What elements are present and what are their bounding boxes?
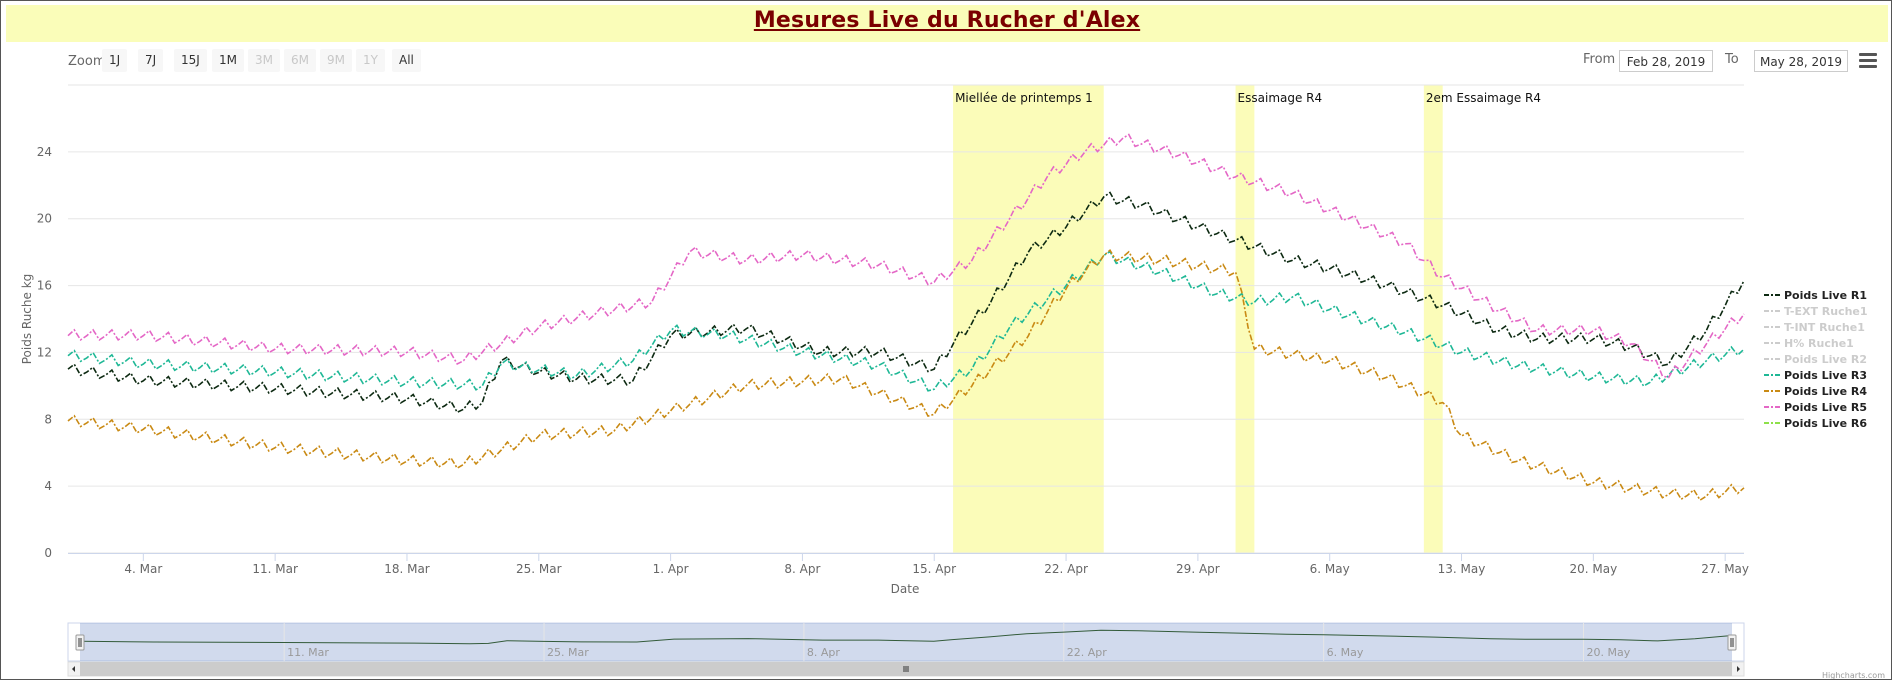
grid-lines [68,84,1744,554]
navigator-handle-left[interactable] [75,634,85,651]
x-tick-label: 8. Apr [784,562,820,576]
series-line-poids-live-r4[interactable] [67,248,1745,502]
series-line-poids-live-r3[interactable] [67,250,1745,392]
x-tick-label: 22. Apr [1044,562,1088,576]
zoom-button-1m[interactable]: 1M [212,49,244,72]
y-axis-ticks: 0 4 8 12 16 20 24 [37,145,52,560]
y-tick-label: 12 [37,345,52,359]
to-label: To [1725,52,1739,67]
zoom-label: Zoom [68,54,106,69]
x-tick-label: 6. May [1310,562,1350,576]
series-line-poids-live-r1[interactable] [67,191,1745,414]
legend-item[interactable]: Poids Live R3 [1784,369,1867,382]
legend-item[interactable]: Poids Live R4 [1784,385,1867,398]
zoom-button-15j[interactable]: 15J [174,49,207,72]
x-tick-label: 11. Mar [252,562,298,576]
from-label: From [1583,52,1616,67]
x-axis-ticks: 4. Mar 11. Mar 18. Mar 25. Mar 1. Apr 8. Apr 1… [124,553,1749,576]
scroll-right-arrow-icon[interactable] [1737,666,1740,672]
navigator-handle-right[interactable] [1727,634,1737,651]
zoom-button-3m[interactable]: 3M [248,49,280,72]
series-lines [67,133,1745,502]
y-tick-label: 0 [44,546,52,560]
x-tick-label: 15. Apr [912,562,956,576]
x-tick-label: 27. May [1701,562,1749,576]
legend-item[interactable]: Poids Live R5 [1784,401,1867,414]
x-axis-label: Date [891,582,920,596]
plot-band [1235,85,1255,553]
legend-item[interactable]: T-INT Ruche1 [1784,321,1865,334]
y-tick-label: 8 [44,412,52,426]
plot-band [953,85,1104,553]
legend-item[interactable]: Poids Live R1 [1784,289,1867,302]
zoom-button-9m[interactable]: 9M [320,49,352,72]
navigator-tick-label: 20. May [1587,646,1631,659]
x-tick-label: 13. May [1438,562,1486,576]
y-tick-label: 16 [37,279,52,293]
navigator-tick-label: 6. May [1327,646,1364,659]
series-line-poids-live-r5[interactable] [67,133,1745,379]
y-tick-label: 20 [37,212,52,226]
credits-link[interactable]: Highcharts.com [1822,671,1885,679]
to-date-input[interactable]: May 28, 2019 [1754,50,1848,72]
legend-item[interactable]: Poids Live R6 [1784,417,1867,430]
navigator-mask[interactable] [80,623,1732,661]
x-tick-label: 18. Mar [384,562,430,576]
zoom-button-1y[interactable]: 1Y [356,49,385,72]
legend-item[interactable]: T-EXT Ruche1 [1784,305,1868,318]
zoom-button-1j[interactable]: 1J [102,49,128,72]
x-tick-label: 20. May [1569,562,1617,576]
legend: Poids Live R1 T-EXT Ruche1 T-INT Ruche1 H% … [1764,289,1868,430]
navigator: 11. Mar 25. Mar 8. Apr 22. Apr 6. May 20. May [67,622,1745,677]
zoom-button-6m[interactable]: 6M [284,49,316,72]
plot-band [1423,85,1443,553]
x-tick-label: 1. Apr [653,562,689,576]
y-tick-label: 24 [37,145,52,159]
hamburger-menu-icon[interactable] [1859,53,1877,69]
from-date-input[interactable]: Feb 28, 2019 [1619,50,1713,72]
chart-title: Mesures Live du Rucher d'Alex [753,8,1141,33]
title-band: Mesures Live du Rucher d'Alex [6,5,1888,42]
legend-item[interactable]: H% Ruche1 [1784,337,1854,350]
navigator-tick-label: 8. Apr [807,646,840,659]
navigator-tick-label: 22. Apr [1067,646,1107,659]
plot-band-label: Essaimage R4 [1238,91,1323,105]
plot-bands: Miellée de printemps 1 Essaimage R4 2em Es… [953,85,1541,553]
navigator-tick-label: 25. Mar [547,646,589,659]
y-axis-label: Poids Ruche kg [20,274,34,365]
x-tick-label: 29. Apr [1176,562,1220,576]
zoom-button-7j[interactable]: 7J [138,49,164,72]
x-tick-label: 25. Mar [516,562,562,576]
navigator-background [67,622,1745,662]
plot-band-label: 2em Essaimage R4 [1426,91,1541,105]
plot-band-label: Miellée de printemps 1 [955,91,1093,105]
legend-item[interactable]: Poids Live R2 [1784,353,1867,366]
navigator-series-line [79,629,1733,645]
y-tick-label: 4 [44,479,52,493]
navigator-tick-label: 11. Mar [287,646,329,659]
x-tick-label: 4. Mar [124,562,162,576]
scroll-left-arrow-icon[interactable] [72,666,75,672]
zoom-button-all[interactable]: All [392,49,421,72]
